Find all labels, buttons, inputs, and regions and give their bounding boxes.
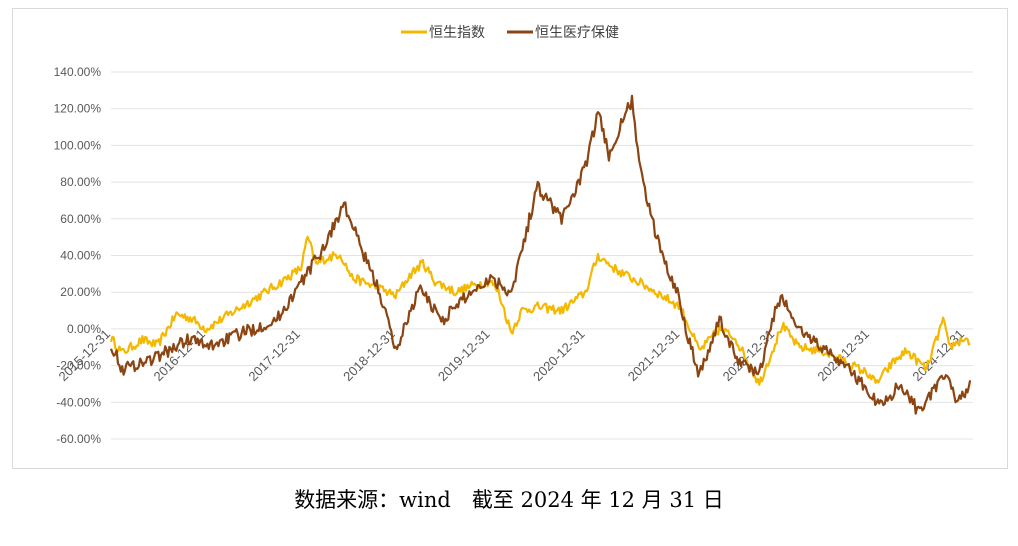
y-tick-label: 0.00%	[67, 322, 101, 336]
x-tick-label: 2021-12-31	[625, 326, 683, 384]
y-tick-label: 20.00%	[60, 285, 101, 299]
x-tick-label: 2019-12-31	[435, 326, 493, 384]
legend: 恒生指数 恒生医疗保健	[401, 25, 619, 41]
legend-label: 恒生指数	[429, 25, 485, 41]
x-tick-label: 2018-12-31	[340, 326, 398, 384]
y-tick-label: 100.00%	[54, 138, 102, 152]
series-line	[109, 94, 972, 415]
grid-lines	[111, 71, 973, 440]
series-lines	[109, 94, 972, 415]
legend-label: 恒生医疗保健	[535, 25, 619, 41]
y-tick-label: 60.00%	[60, 212, 101, 226]
y-tick-label: 40.00%	[60, 249, 101, 263]
y-tick-label: -40.00%	[56, 395, 101, 409]
y-axis-ticks: 140.00% 120.00% 100.00% 80.00% 60.00% 40.00% 2…	[54, 65, 102, 446]
series-line	[109, 235, 971, 386]
y-tick-label: -20.00%	[56, 359, 101, 373]
y-tick-label: 120.00%	[54, 102, 102, 116]
y-tick-label: -60.00%	[56, 432, 101, 446]
line-chart: 140.00% 120.00% 100.00% 80.00% 60.00% 40.00% 2…	[54, 25, 973, 446]
chart-container: 140.00% 120.00% 100.00% 80.00% 60.00% 40.00% 2…	[12, 8, 1008, 469]
y-tick-label: 140.00%	[54, 65, 102, 79]
source-note: 数据来源：wind 截至 2024 年 12 月 31 日	[294, 488, 724, 512]
y-tick-label: 80.00%	[60, 175, 101, 189]
x-tick-label: 2020-12-31	[530, 326, 588, 384]
